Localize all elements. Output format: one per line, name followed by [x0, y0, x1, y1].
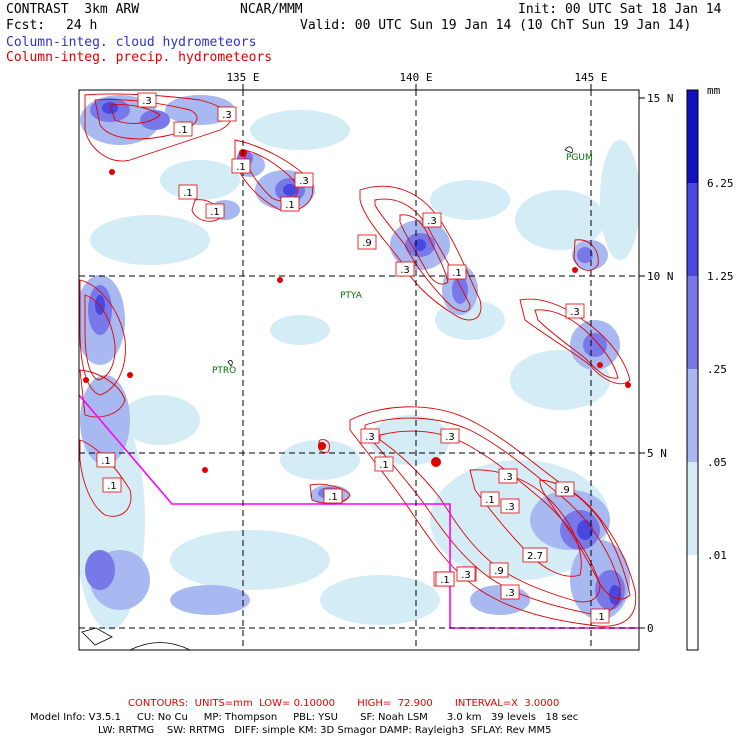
colorbar-unit: mm [707, 84, 721, 97]
model-info: Model Info: V3.5.1 CU: No Cu MP: Thompso… [30, 712, 579, 723]
contour-label-box [280, 196, 300, 212]
contour-label-box [500, 498, 520, 514]
contour-label: .9 [494, 566, 504, 577]
contour-label-box [522, 547, 548, 563]
colorbar-label-1.25: 1.25 [707, 270, 734, 283]
valid-time: Valid: 00 UTC Sun 19 Jan 14 (10 ChT Sun … [300, 18, 692, 33]
contour-label: .1 [379, 460, 389, 471]
cloud-shading [79, 95, 639, 630]
contour-label: .3 [400, 265, 410, 276]
station-ptro: PTRO [212, 366, 236, 376]
init-time: Init: 00 UTC Sat 18 Jan 14 [518, 2, 722, 17]
contour-label: .1 [440, 575, 450, 586]
contour-label: .1 [452, 268, 462, 279]
contour-label-box [360, 428, 380, 444]
contour-labels: .3.3.1.1.3.1.1.1.3.3.9.1.3.1.1.3.3.1.1.3… [96, 92, 610, 624]
contour-label-box [456, 566, 476, 582]
contour-label: .3 [570, 307, 580, 318]
lat-lon-grid [79, 90, 639, 650]
contour-label-box [357, 234, 377, 250]
axis-ticks [242, 84, 645, 629]
contour-label-box [374, 456, 394, 472]
contour-label: .3 [503, 472, 513, 483]
contour-label: 2.7 [527, 551, 543, 562]
contour-label: .3 [427, 216, 437, 227]
colorbar-label-6.25: 6.25 [707, 177, 734, 190]
center-title: NCAR/MMM [240, 2, 303, 17]
lon-label-135: 135 E [226, 71, 259, 84]
colorbar-bin-1.25 [687, 183, 698, 276]
colorbar-bin-below [687, 555, 698, 650]
model-title: CONTRAST 3km ARW [6, 2, 140, 17]
contour-label-box [102, 477, 122, 493]
contour-label-box [137, 92, 157, 108]
contour-label: .3 [222, 110, 232, 121]
contour-label-box [590, 608, 610, 624]
contour-label: .3 [505, 502, 515, 513]
contour-label: .1 [183, 188, 193, 199]
lon-label-140: 140 E [399, 71, 432, 84]
contour-label: .9 [362, 238, 372, 249]
contour-label: .3 [142, 96, 152, 107]
station-ptya: PTYA [340, 291, 363, 301]
contour-info: CONTOURS: UNITS=mm LOW= 0.10000 HIGH= 72… [128, 698, 560, 709]
contour-label: .1 [595, 612, 605, 623]
lat-label-5n: 5 N [647, 447, 667, 460]
lat-label-0: 0 [647, 622, 654, 635]
lat-label-15n: 15 N [647, 92, 674, 105]
colorbar-bin-6.25-plus [687, 90, 698, 183]
contour-label-box [173, 121, 193, 137]
coastlines [81, 146, 573, 651]
contour-label-box [231, 158, 251, 174]
legend-precip: Column-integ. precip. hydrometeors [6, 50, 273, 65]
contour-label: .9 [560, 485, 570, 496]
contour-label-box [440, 428, 460, 444]
contour-label-box [555, 481, 575, 497]
contour-label: .1 [210, 207, 220, 218]
colorbar-bin-0.01 [687, 462, 698, 555]
contour-label: .1 [236, 162, 246, 173]
contour-label-box [96, 452, 116, 468]
map-frame [78, 89, 640, 651]
colorbar-bin-0.25 [687, 276, 698, 369]
contour-label: .1 [107, 481, 117, 492]
contour-label-box [422, 212, 442, 228]
contour-label: .3 [505, 588, 515, 599]
contour-label-box [498, 468, 518, 484]
colorbar: mm 6.25 1.25 .25 .05 .01 [686, 84, 734, 651]
contour-label-box [294, 172, 314, 188]
contour-label-box [217, 106, 237, 122]
contour-label: .1 [485, 495, 495, 506]
contour-label-box [323, 488, 343, 504]
station-pgum: PGUM [566, 153, 593, 163]
contour-label-box [205, 203, 225, 219]
lon-label-145: 145 E [574, 71, 607, 84]
colorbar-label-0.01: .01 [707, 549, 727, 562]
contour-label-box [435, 571, 455, 587]
contour-label: .3 [365, 432, 375, 443]
lat-label-10n: 10 N [647, 270, 674, 283]
contour-label-box [480, 491, 500, 507]
contour-label: .3 [461, 570, 471, 581]
physics-info: LW: RRTMG SW: RRTMG DIFF: simple KM: 3D … [98, 725, 552, 736]
contour-label-box [447, 264, 467, 280]
contour-label: .1 [178, 125, 188, 136]
contour-label: .1 [285, 200, 295, 211]
colorbar-label-0.25: .25 [707, 363, 727, 376]
contour-label-box [489, 562, 509, 578]
contour-label-box [500, 584, 520, 600]
contour-label: .1 [328, 492, 338, 503]
forecast-hours: 24 h [66, 18, 98, 33]
contour-label-box [178, 184, 198, 200]
forecast-label: Fcst: [6, 18, 46, 33]
contour-label-box [565, 303, 585, 319]
contour-label: .1 [101, 456, 111, 467]
contour-label: .3 [299, 176, 309, 187]
legend-cloud: Column-integ. cloud hydrometeors [6, 35, 257, 50]
colorbar-label-0.05: .05 [707, 456, 727, 469]
contour-label: .3 [445, 432, 455, 443]
contour-label-box [395, 261, 415, 277]
colorbar-bin-0.05 [687, 369, 698, 462]
